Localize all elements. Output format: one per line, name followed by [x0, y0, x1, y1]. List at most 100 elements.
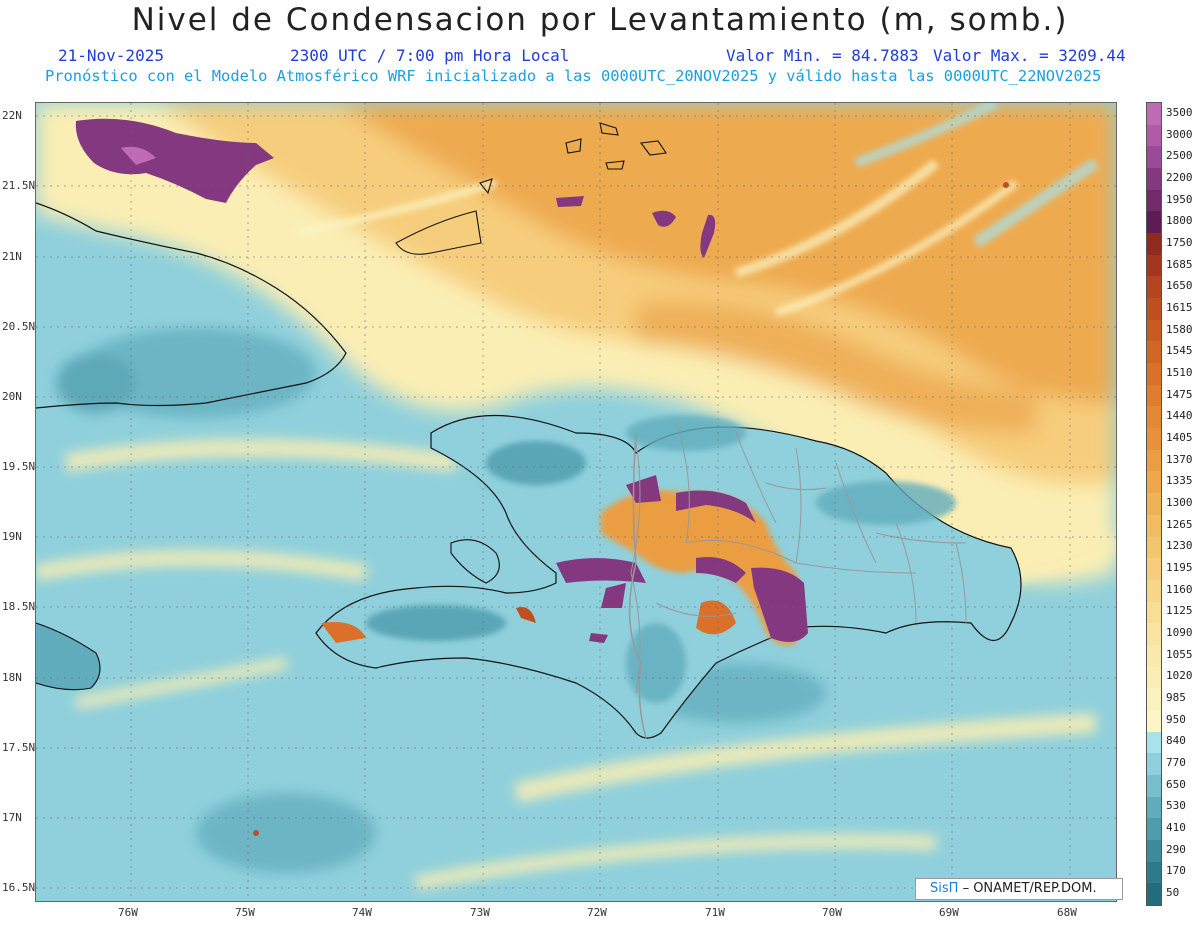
colorbar-label: 3500: [1166, 105, 1193, 119]
colorbar-label: 50: [1166, 886, 1180, 900]
chart-title: Nivel de Condensacion por Levantamiento …: [131, 2, 1069, 38]
colorbar-segment: [1147, 406, 1161, 429]
grid-lines: [36, 103, 1116, 901]
colorbar-segment: [1147, 103, 1161, 126]
colorbar-label: 1750: [1166, 235, 1193, 249]
colorbar-segment: [1147, 644, 1161, 668]
colorbar-label: 410: [1166, 821, 1186, 835]
colorbar-label: 1370: [1166, 452, 1193, 466]
colorbar-segment: [1147, 709, 1161, 733]
very-high-lcl-spots: [556, 196, 716, 258]
province-boundaries: [630, 422, 967, 694]
colorbar-segment: [1147, 233, 1161, 256]
colorbar-label: 2200: [1166, 170, 1193, 184]
haiti-dr-border: [628, 432, 647, 739]
colorbar-segment: [1147, 558, 1161, 581]
colorbar-label: 1615: [1166, 300, 1193, 314]
colorbar-label: 1545: [1166, 344, 1193, 358]
colorbar-segment: [1147, 146, 1161, 169]
min-value-label: Valor Min. = 84.7883: [726, 46, 919, 65]
lon-label: 75W: [235, 906, 255, 919]
colorbar-segment: [1147, 384, 1161, 407]
colorbar-label: 1950: [1166, 192, 1193, 206]
colorbar-label: 1160: [1166, 582, 1193, 596]
colorbar-label: 3000: [1166, 127, 1193, 141]
colorbar-label: 1335: [1166, 474, 1193, 488]
colorbar-label: 1800: [1166, 214, 1193, 228]
colorbar-label: 985: [1166, 691, 1186, 705]
colorbar-segment: [1147, 536, 1161, 559]
lat-label: 20.5N: [2, 320, 36, 333]
colorbar-segment: [1147, 341, 1161, 364]
colorbar-label: 290: [1166, 842, 1186, 856]
map-panel: [35, 102, 1117, 902]
lat-label: 17N: [2, 811, 22, 824]
colorbar-label: 2500: [1166, 149, 1193, 163]
colorbar-label: 840: [1166, 734, 1186, 748]
colorbar-segment: [1147, 471, 1161, 494]
lat-label: 19N: [2, 530, 22, 543]
lat-label: 19.5N: [2, 460, 36, 473]
hotspot: [1003, 182, 1009, 188]
colorbar-segment: [1147, 818, 1161, 841]
hotspot: [253, 830, 259, 836]
colorbar-segment: [1147, 189, 1161, 212]
colorbar-label: 1195: [1166, 561, 1193, 575]
colorbar-label: 170: [1166, 864, 1186, 878]
colorbar-segment: [1147, 319, 1161, 342]
colorbar-segment: [1147, 688, 1161, 711]
date-label: 21-Nov-2025: [58, 46, 164, 65]
jamaica-coast: [36, 622, 101, 691]
colorbar-label: 770: [1166, 756, 1186, 770]
colorbar-segment: [1147, 363, 1161, 386]
cuba-coast: [36, 202, 347, 409]
wind-streaks: [295, 103, 1100, 317]
colorbar-segment: [1147, 839, 1161, 863]
colorbar-segment: [1147, 254, 1161, 277]
colorbar-segment: [1147, 666, 1161, 689]
sispi-logo: SisΠ: [930, 881, 959, 896]
colorbar-label: 530: [1166, 799, 1186, 813]
lon-label: 68W: [1057, 906, 1077, 919]
colorbar: [1146, 102, 1162, 906]
lat-label: 18N: [2, 671, 22, 684]
lon-label: 74W: [352, 906, 372, 919]
terrain-shading: [366, 415, 956, 703]
lon-label: 70W: [822, 906, 842, 919]
credit-box: SisΠ – ONAMET/REP.DOM.: [915, 878, 1123, 900]
lat-label: 21.5N: [2, 179, 36, 192]
lat-label: 16.5N: [2, 881, 36, 894]
lat-label: 22N: [2, 109, 22, 122]
colorbar-segment: [1147, 428, 1161, 451]
colorbar-segment: [1147, 514, 1161, 537]
model-info-line: Pronóstico con el Modelo Atmosférico WRF…: [45, 67, 1102, 85]
colorbar-segment: [1147, 774, 1161, 798]
lon-label: 73W: [470, 906, 490, 919]
colorbar-segment: [1147, 298, 1161, 321]
lon-label: 76W: [118, 906, 138, 919]
colorbar-label: 1405: [1166, 430, 1193, 444]
colorbar-label: 1125: [1166, 604, 1193, 618]
colorbar-label: 950: [1166, 712, 1186, 726]
lat-label: 17.5N: [2, 741, 36, 754]
mountain-high-lcl: [321, 475, 808, 646]
colorbar-label: 1475: [1166, 387, 1193, 401]
colorbar-segment: [1147, 623, 1161, 646]
colorbar-segment: [1147, 168, 1161, 191]
colorbar-label: 1230: [1166, 539, 1193, 553]
colorbar-label: 1685: [1166, 257, 1193, 271]
lon-label: 71W: [705, 906, 725, 919]
colorbar-label: 650: [1166, 777, 1186, 791]
colorbar-segment: [1147, 883, 1161, 906]
lat-label: 21N: [2, 250, 22, 263]
max-value-label: Valor Max. = 3209.44: [933, 46, 1126, 65]
colorbar-label: 1300: [1166, 496, 1193, 509]
islands-outline: [395, 122, 667, 584]
colorbar-segment: [1147, 211, 1161, 234]
lon-label: 72W: [587, 906, 607, 919]
colorbar-segment: [1147, 731, 1161, 754]
colorbar-label: 1020: [1166, 669, 1193, 683]
time-label: 2300 UTC / 7:00 pm Hora Local: [290, 46, 570, 65]
lat-label: 18.5N: [2, 600, 36, 613]
colorbar-label: 1090: [1166, 626, 1193, 640]
